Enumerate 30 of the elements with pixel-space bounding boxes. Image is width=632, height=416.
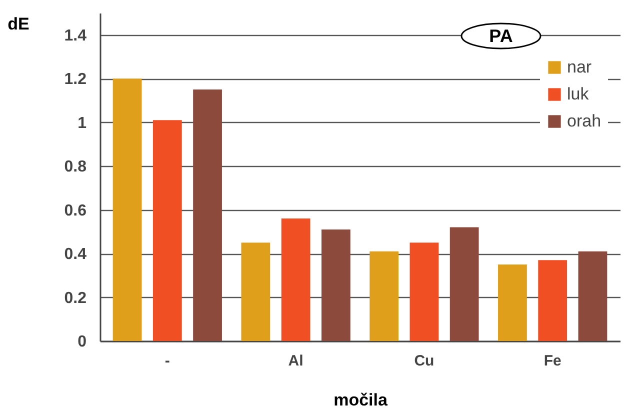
y-tick-label: 0.2 xyxy=(64,290,87,307)
x-tick-label: - xyxy=(164,352,170,370)
bar xyxy=(498,264,527,341)
bar xyxy=(370,251,399,341)
bar xyxy=(578,251,608,341)
legend-label: orah xyxy=(567,112,602,130)
y-tick-label: 1.2 xyxy=(64,71,87,88)
bar xyxy=(152,120,182,341)
bar xyxy=(112,78,142,341)
y-tick-label: 1.4 xyxy=(64,27,87,44)
x-tick-label: Fe xyxy=(544,352,562,370)
bar xyxy=(410,242,439,341)
bar xyxy=(321,229,350,341)
x-tick-label: Cu xyxy=(414,352,434,370)
y-tick-label: 0.6 xyxy=(64,202,87,220)
y-tick-label: 1 xyxy=(78,114,87,132)
bar xyxy=(538,260,568,341)
y-tick-label: 0.4 xyxy=(64,246,87,264)
bar xyxy=(450,227,479,341)
legend-label: nar xyxy=(567,58,592,76)
y-tick-label: 0.8 xyxy=(64,158,87,176)
x-axis-title: močila xyxy=(334,390,388,410)
bar xyxy=(241,242,270,341)
bar xyxy=(281,218,310,341)
annotation: PA xyxy=(489,26,513,46)
y-tick-label: 0 xyxy=(78,334,87,350)
legend-label: luk xyxy=(567,84,590,104)
bar xyxy=(193,90,222,341)
y-axis-title: dE xyxy=(8,14,30,34)
x-tick-label: Al xyxy=(288,352,304,370)
